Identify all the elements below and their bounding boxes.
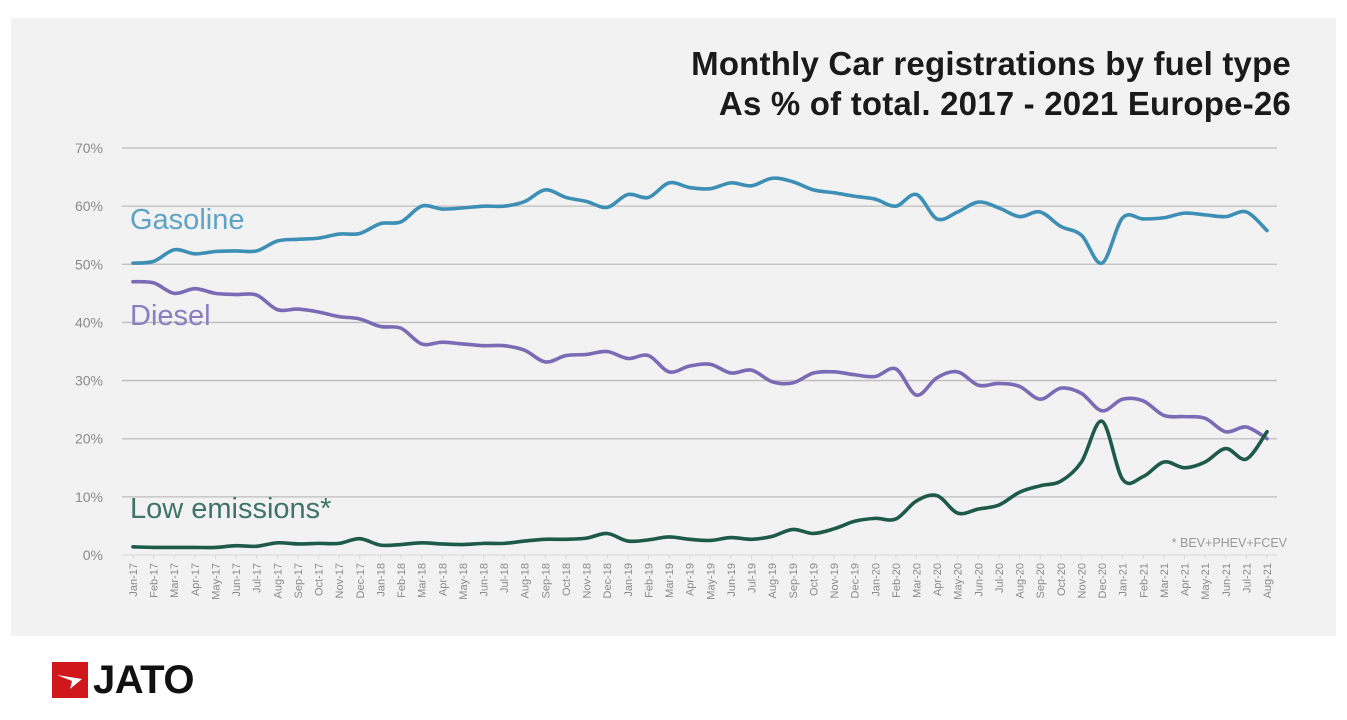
x-tick-label: Dec-19 <box>850 563 862 598</box>
x-tick-label: Aug-21 <box>1262 563 1274 598</box>
y-tick-label: 0% <box>83 547 103 563</box>
x-axis-ticks: Jan-17 Feb-17 Mar-17 Apr-17 May-17 Jun-17 Jul-… <box>128 555 1274 600</box>
x-tick-label: Nov-20 <box>1076 563 1088 598</box>
gridlines <box>122 147 1277 556</box>
series-line-diesel <box>131 279 1269 441</box>
x-tick-label: Mar-21 <box>1159 563 1171 598</box>
y-axis-ticks: 0% 10% 20% 30% 40% 50% 60% 70% <box>75 140 103 563</box>
x-tick-label: Sep-19 <box>788 563 800 598</box>
x-tick-label: Sep-18 <box>540 563 552 598</box>
x-tick-label: Feb-18 <box>396 563 408 598</box>
x-tick-label: Jan-19 <box>623 563 635 597</box>
x-tick-label: Mar-18 <box>417 563 429 598</box>
x-tick-label: Sep-20 <box>1035 563 1047 598</box>
footnote: * BEV+PHEV+FCEV <box>1172 536 1288 550</box>
x-tick-label: Sep-17 <box>293 563 305 598</box>
jato-logo-text: JATO <box>93 657 195 702</box>
jato-logo-mark-icon <box>52 662 88 698</box>
x-tick-label: Oct-19 <box>808 563 820 596</box>
x-tick-label: May-19 <box>705 563 717 600</box>
y-tick-label: 40% <box>75 314 103 330</box>
x-tick-label: Jun-21 <box>1221 563 1233 597</box>
x-tick-label: Feb-19 <box>643 563 655 598</box>
x-tick-label: Oct-18 <box>561 563 573 596</box>
x-tick-label: Jun-20 <box>973 563 985 597</box>
y-tick-label: 60% <box>75 198 103 214</box>
x-tick-label: May-18 <box>458 563 470 600</box>
x-tick-label: Jan-21 <box>1118 563 1130 597</box>
y-tick-label: 50% <box>75 256 103 272</box>
x-tick-label: Jan-20 <box>870 563 882 597</box>
series-labels: Gasoline Diesel Low emissions* <box>130 204 331 525</box>
x-tick-label: Dec-18 <box>602 563 614 598</box>
x-tick-label: May-20 <box>953 563 965 600</box>
x-tick-label: Jan-17 <box>128 563 140 597</box>
x-tick-label: Jun-19 <box>726 563 738 597</box>
series-label-gasoline: Gasoline <box>130 204 244 236</box>
series-line-gasoline <box>131 176 1269 265</box>
y-tick-label: 30% <box>75 373 103 389</box>
x-tick-label: Nov-19 <box>829 563 841 598</box>
x-tick-label: Feb-17 <box>149 563 161 598</box>
x-tick-label: Dec-17 <box>355 563 367 598</box>
x-tick-label: Jan-18 <box>375 563 387 597</box>
x-tick-label: Mar-20 <box>911 563 923 598</box>
x-tick-label: Apr-19 <box>685 563 697 596</box>
x-tick-label: Aug-20 <box>1015 563 1027 598</box>
x-tick-label: Jul-17 <box>252 563 264 593</box>
x-tick-label: Nov-17 <box>334 563 346 598</box>
x-tick-label: Jul-20 <box>994 563 1006 593</box>
x-tick-label: Aug-19 <box>767 563 779 598</box>
x-tick-label: Jun-18 <box>479 563 491 597</box>
x-tick-label: Jun-17 <box>231 563 243 597</box>
x-tick-label: Oct-17 <box>314 563 326 596</box>
x-tick-label: Apr-20 <box>932 563 944 596</box>
x-tick-label: Oct-20 <box>1056 563 1068 596</box>
chart-title-block: Monthly Car registrations by fuel type A… <box>691 44 1291 124</box>
x-tick-label: Jul-19 <box>747 563 759 593</box>
series-lines <box>131 176 1269 550</box>
x-tick-label: Aug-17 <box>272 563 284 598</box>
x-tick-label: May-21 <box>1200 563 1212 600</box>
series-label-diesel: Diesel <box>130 300 211 332</box>
series-label-low-emissions: Low emissions* <box>130 493 331 525</box>
y-tick-label: 70% <box>75 140 103 156</box>
jato-logo: JATO <box>52 657 195 702</box>
x-tick-label: Jul-21 <box>1241 563 1253 593</box>
x-tick-label: Aug-18 <box>520 563 532 598</box>
x-tick-label: Jul-18 <box>499 563 511 593</box>
x-tick-label: Apr-17 <box>190 563 202 596</box>
x-tick-label: Dec-20 <box>1097 563 1109 598</box>
series-line-low-emissions <box>131 419 1269 550</box>
x-tick-label: Mar-19 <box>664 563 676 598</box>
x-tick-label: May-17 <box>210 563 222 600</box>
chart-subtitle: As % of total. 2017 - 2021 Europe-26 <box>718 85 1291 122</box>
x-tick-label: Apr-21 <box>1180 563 1192 596</box>
y-tick-label: 20% <box>75 431 103 447</box>
y-tick-label: 10% <box>75 489 103 505</box>
x-tick-label: Apr-18 <box>437 563 449 596</box>
chart-title: Monthly Car registrations by fuel type <box>691 45 1291 82</box>
x-tick-label: Nov-18 <box>582 563 594 598</box>
x-tick-label: Mar-17 <box>169 563 181 598</box>
chart-panel <box>11 18 1336 636</box>
x-tick-label: Feb-20 <box>891 563 903 598</box>
x-tick-label: Feb-21 <box>1138 563 1150 598</box>
